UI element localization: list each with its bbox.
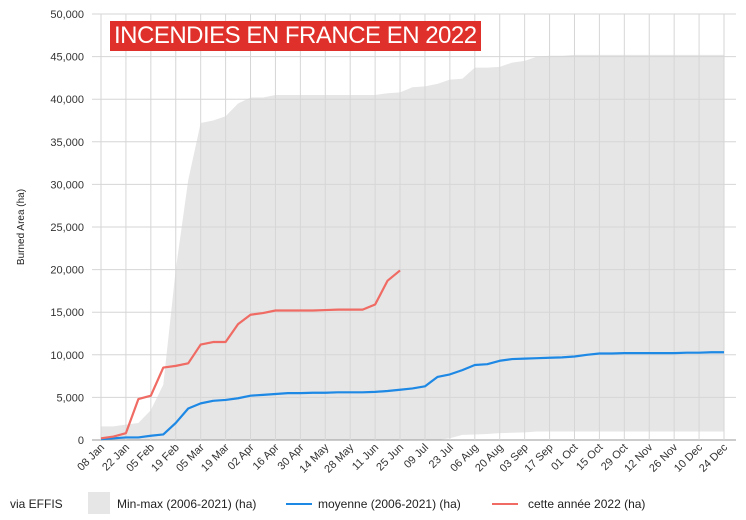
legend-swatch-2022 [492, 503, 518, 505]
chart-svg: 0 5,000 10,000 15,000 20,000 25,000 30,000 35,0… [16, 9, 736, 476]
chart-title: INCENDIES EN FRANCE EN 2022 [110, 21, 481, 51]
legend-swatch-minmax [88, 492, 110, 514]
legend-label-moyenne: moyenne (2006-2021) (ha) [318, 497, 461, 511]
x-tick-label: 24 Dec [697, 441, 730, 474]
x-tick-label: 17 Sep [523, 442, 556, 475]
x-tick-label: 16 Apr [251, 441, 282, 472]
y-tick-label: 35,000 [50, 137, 84, 149]
x-tick-label: 15 Oct [574, 442, 605, 473]
legend-swatch-moyenne [286, 503, 312, 505]
y-tick-label: 15,000 [50, 307, 84, 319]
y-tick-label: 25,000 [50, 222, 84, 234]
y-tick-label: 30,000 [50, 179, 84, 191]
x-tick-label: 19 Mar [199, 441, 232, 474]
legend: via EFFIS Min-max (2006-2021) (ha) moyen… [0, 492, 746, 516]
x-tick-label: 02 Apr [226, 441, 257, 472]
y-tick-label: 5,000 [56, 392, 84, 404]
x-tick-label: 01 Oct [549, 442, 580, 473]
y-tick-label: 40,000 [50, 94, 84, 106]
y-axis-label: Burned Area (ha) [16, 189, 27, 265]
y-tick-label: 20,000 [50, 265, 84, 277]
minmax-band [101, 54, 724, 441]
x-tick-label: 25 Jun [374, 442, 406, 474]
y-tick-label: 10,000 [50, 350, 84, 362]
source-label: via EFFIS [10, 497, 63, 511]
x-tick-label: 09 Jul [402, 442, 431, 471]
legend-label-minmax: Min-max (2006-2021) (ha) [117, 497, 257, 511]
y-tick-label: 45,000 [50, 52, 84, 64]
legend-label-2022: cette année 2022 (ha) [528, 497, 646, 511]
y-tick-label: 50,000 [50, 9, 84, 21]
y-tick-label: 0 [78, 435, 84, 447]
